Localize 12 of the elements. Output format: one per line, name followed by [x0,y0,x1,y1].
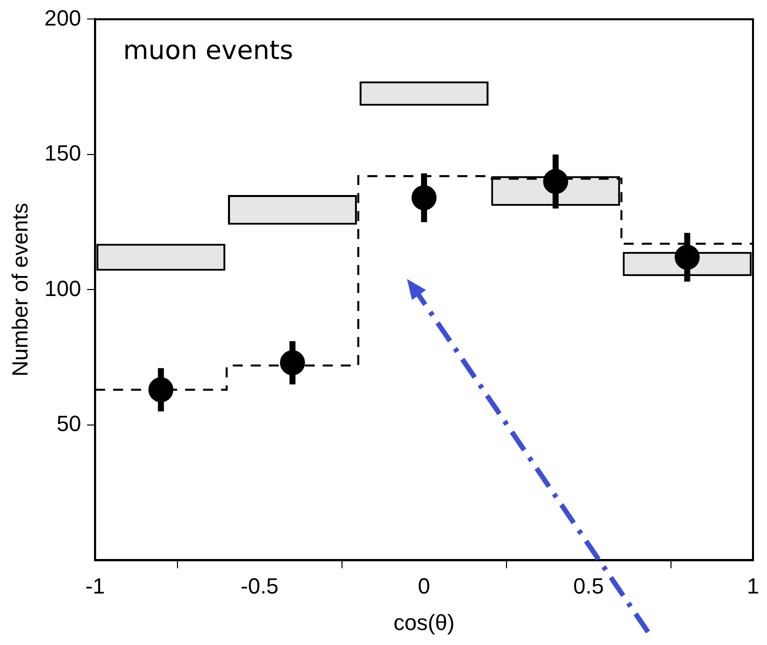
y-tick-label: 200 [44,5,82,30]
annotation: muon events [123,36,294,66]
x-tick-label: 0.5 [573,573,604,598]
x-axis-title: cos(θ) [393,610,455,635]
x-tick-label: 0 [418,573,430,598]
y-axis-title: Number of events [7,202,32,377]
y-tick-label: 150 [44,140,82,166]
y-tick-label: 50 [56,411,82,436]
x-tick-label: -0.5 [240,573,279,598]
x-tick-label: -1 [85,573,105,598]
y-tick-label: 100 [44,276,82,301]
x-tick-label: 1 [746,573,760,598]
